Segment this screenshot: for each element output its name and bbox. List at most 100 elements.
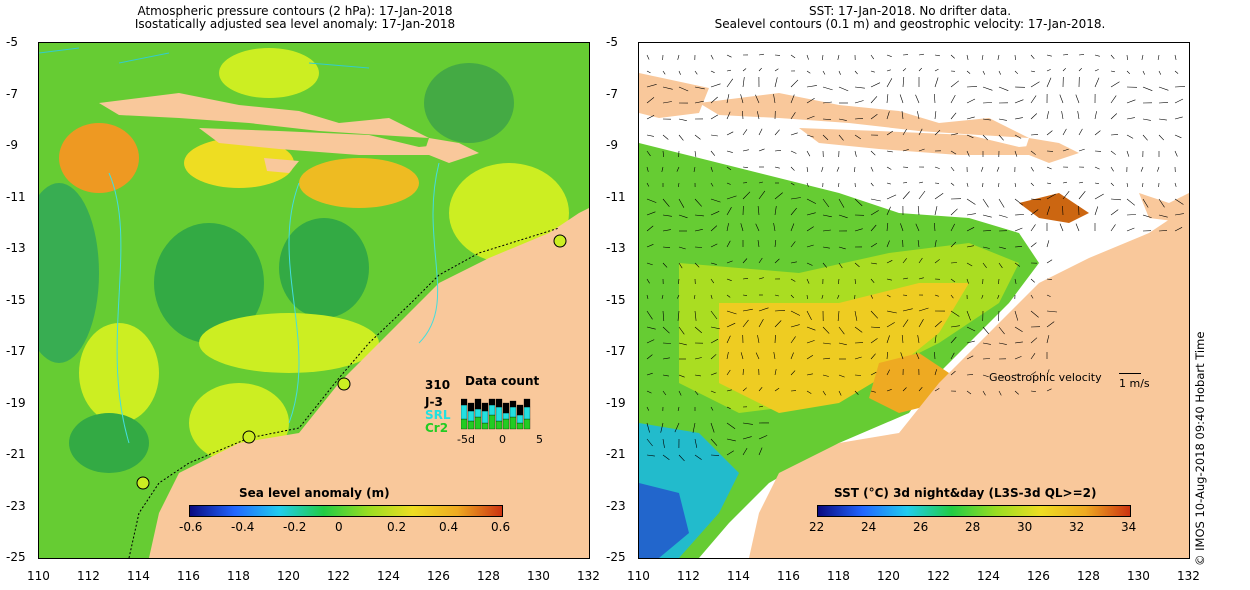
velocity-arrow: [757, 240, 760, 248]
velocity-arrow: [934, 240, 937, 248]
data-count-bar: [461, 404, 468, 420]
velocity-arrow: [758, 181, 763, 184]
velocity-arrow: [934, 222, 936, 232]
velocity-arrow: [870, 70, 875, 73]
velocity-arrow: [998, 310, 1000, 322]
velocity-arrow: [694, 374, 701, 377]
velocity-arrow: [1142, 214, 1152, 218]
velocity-arrow: [774, 192, 783, 200]
data-count-bar: [461, 418, 468, 430]
velocity-arrow: [982, 390, 986, 396]
data-count-bar: [523, 398, 531, 408]
velocity-arrow: [915, 94, 920, 104]
velocity-arrow: [1110, 70, 1115, 73]
sst-colorbar-tick: 30: [1017, 520, 1033, 534]
velocity-arrow: [662, 134, 669, 140]
velocity-arrow: [1157, 54, 1160, 60]
velocity-arrow: [678, 246, 686, 250]
velocity-arrow: [1094, 182, 1099, 184]
velocity-arrow: [806, 354, 814, 360]
velocity-arrow: [1158, 198, 1165, 208]
velocity-arrow: [902, 387, 907, 392]
velocity-arrow: [726, 278, 732, 281]
velocity-arrow: [822, 198, 830, 208]
velocity-arrow: [790, 54, 796, 59]
x-tick-label: 114: [727, 569, 750, 583]
velocity-arrow: [870, 390, 876, 393]
velocity-arrow: [870, 278, 875, 283]
velocity-arrow: [758, 277, 764, 280]
velocity-arrow: [758, 405, 763, 408]
velocity-scale-arrow: [1119, 373, 1141, 374]
velocity-arrow: [934, 68, 939, 72]
velocity-arrow: [966, 278, 969, 284]
velocity-arrow: [966, 54, 969, 60]
velocity-arrow: [838, 342, 847, 346]
right-title: SST: 17-Jan-2018. No drifter data. Seale…: [650, 5, 1170, 31]
velocity-arrow: [694, 246, 703, 248]
series-cr2-label: Cr2: [425, 421, 449, 435]
velocity-arrow: [806, 340, 815, 344]
velocity-arrow: [886, 322, 895, 328]
velocity-arrow: [918, 319, 924, 328]
velocity-arrow: [870, 198, 881, 202]
velocity-arrow: [646, 225, 654, 232]
sst-colorbar-tick: 24: [861, 520, 877, 534]
velocity-arrow: [982, 86, 993, 91]
velocity-arrow: [1014, 278, 1017, 284]
velocity-arrow: [950, 208, 958, 216]
velocity-arrow: [1046, 130, 1053, 136]
velocity-arrow: [950, 150, 957, 155]
velocity-arrow: [1030, 224, 1036, 232]
x-tick-label: 112: [677, 569, 700, 583]
data-count-bar: [495, 420, 503, 430]
velocity-arrow: [662, 198, 670, 207]
velocity-arrow: [677, 54, 680, 60]
velocity-arrow: [646, 198, 657, 203]
sla-colorbar-tick: -0.2: [283, 520, 307, 534]
velocity-arrow: [822, 86, 833, 91]
velocity-arrow: [822, 134, 829, 141]
velocity-arrow: [646, 390, 652, 394]
velocity-arrow: [982, 102, 993, 104]
velocity-arrow: [1126, 99, 1136, 104]
velocity-arrow: [870, 182, 874, 187]
left-title: Atmospheric pressure contours (2 hPa): 1…: [60, 5, 530, 31]
velocity-arrow: [660, 422, 664, 433]
velocity-arrow: [886, 310, 897, 314]
velocity-arrow: [806, 294, 808, 300]
velocity-arrow: [1094, 77, 1100, 88]
velocity-arrow: [1110, 81, 1120, 88]
sst-colorbar-tick: 34: [1121, 520, 1137, 534]
x-tick-label: 124: [977, 569, 1000, 583]
velocity-arrow: [998, 118, 1007, 121]
x-tick-label: 120: [277, 569, 300, 583]
sla-colorbar-tick: 0.4: [439, 520, 459, 534]
velocity-arrow: [854, 150, 857, 157]
velocity-arrow: [1014, 326, 1023, 333]
velocity-arrow: [982, 182, 984, 188]
velocity-arrow: [854, 100, 864, 104]
velocity-arrow: [758, 53, 764, 56]
data-count-title: Data count: [465, 374, 540, 388]
velocity-arrow: [646, 278, 650, 284]
velocity-arrow: [917, 335, 920, 344]
y-tick-label: -13: [606, 241, 626, 255]
velocity-arrow: [998, 262, 1003, 269]
velocity-arrow: [758, 435, 768, 440]
velocity-arrow: [806, 150, 811, 157]
velocity-arrow: [838, 134, 844, 141]
velocity-arrow: [998, 278, 1000, 285]
velocity-arrow: [726, 182, 731, 185]
velocity-arrow: [981, 294, 984, 299]
velocity-arrow: [742, 436, 752, 440]
velocity-arrow: [886, 150, 893, 153]
velocity-arrow: [1078, 67, 1083, 72]
velocity-arrow: [790, 310, 801, 316]
velocity-arrow: [1094, 54, 1100, 57]
velocity-arrow: [710, 166, 713, 172]
velocity-arrow: [790, 352, 794, 360]
sst-map: Geostrophic velocity 1 m/s SST (°C) 3d n…: [638, 42, 1190, 559]
velocity-arrow: [918, 190, 926, 200]
velocity-arrow: [710, 83, 721, 88]
